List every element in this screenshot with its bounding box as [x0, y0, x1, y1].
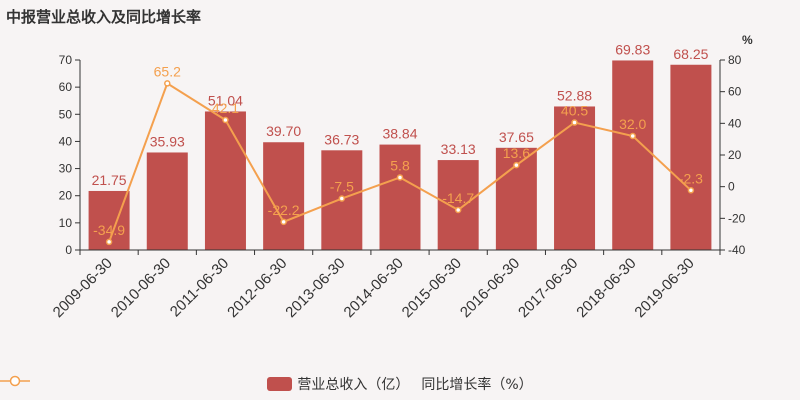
right-axis-unit: %	[742, 33, 753, 47]
growth-value-label: -7.5	[330, 179, 354, 195]
growth-point-2018-06-30	[629, 132, 636, 140]
right-tick-label: 80	[728, 53, 742, 67]
bar-value-label: 33.13	[441, 141, 476, 157]
right-tick-label: 40	[728, 116, 742, 130]
bar-2018-06-30	[612, 60, 654, 251]
right-tick-label: -20	[728, 211, 746, 225]
left-tick-label: 70	[59, 53, 73, 67]
x-tick-label: 2011-06-30	[167, 255, 232, 320]
bar-value-label: 69.83	[615, 41, 650, 57]
growth-point-2019-06-30	[687, 187, 695, 194]
growth-point-2013-06-30	[338, 195, 346, 202]
legend-item-revenue[interactable]: 营业总收入（亿）	[267, 374, 409, 394]
x-tick-label: 2014-06-30	[341, 255, 407, 321]
bar-value-label: 36.73	[324, 131, 359, 147]
bar-2014-06-30	[379, 144, 421, 250]
growth-value-label: 5.8	[390, 157, 410, 173]
left-tick-label: 20	[59, 189, 73, 203]
left-tick-label: 40	[59, 134, 73, 148]
growth-value-label: -22.2	[268, 202, 300, 218]
bar-value-label: 38.84	[382, 126, 417, 142]
x-tick-label: 2015-06-30	[399, 255, 465, 321]
right-tick-label: 20	[728, 148, 742, 162]
bar-value-label: 39.70	[266, 123, 301, 139]
growth-point-2012-06-30	[280, 218, 287, 226]
growth-point-2015-06-30	[454, 206, 462, 214]
bar-value-label: 51.04	[208, 92, 243, 108]
growth-value-label: -34.9	[93, 222, 125, 238]
bar-value-label: 35.93	[150, 133, 185, 149]
left-tick-label: 60	[59, 80, 73, 94]
bar-2017-06-30	[554, 106, 596, 251]
growth-value-label: -2.3	[679, 170, 703, 186]
left-tick-label: 10	[59, 216, 73, 230]
growth-point-2009-06-30	[105, 238, 113, 246]
x-tick-label: 2016-06-30	[457, 255, 523, 321]
bar-2011-06-30	[204, 111, 246, 250]
legend-growth-label: 同比增长率（%）	[421, 377, 533, 393]
left-tick-label: 30	[59, 162, 73, 176]
legend-item-growth[interactable]: 同比增长率（%）	[0, 374, 533, 394]
right-tick-label: 60	[728, 85, 742, 99]
x-tick-label: 2012-06-30	[224, 255, 290, 321]
x-tick-label: 2019-06-30	[631, 255, 697, 321]
growth-value-label: 65.2	[154, 63, 181, 79]
right-tick-label: -40	[728, 243, 746, 257]
growth-value-label: 13.6	[503, 145, 530, 161]
bar-2019-06-30	[670, 64, 712, 250]
legend-bar-swatch	[267, 377, 293, 391]
growth-value-label: 32.0	[619, 116, 646, 132]
growth-point-2017-06-30	[571, 119, 578, 126]
right-tick-label: 0	[728, 180, 735, 194]
bar-value-label: 52.88	[557, 87, 592, 103]
growth-point-2016-06-30	[513, 161, 520, 169]
x-tick-label: 2010-06-30	[108, 255, 174, 321]
legend-line-swatch	[0, 375, 30, 387]
growth-point-2011-06-30	[222, 116, 229, 124]
x-tick-label: 2013-06-30	[282, 255, 348, 321]
bar-value-label: 68.25	[673, 46, 708, 62]
x-tick-label: 2009-06-30	[50, 255, 116, 321]
chart-title: 中报营业总收入及同比增长率	[6, 8, 202, 26]
growth-value-label: 42.1	[212, 100, 239, 116]
left-tick-label: 50	[59, 107, 73, 121]
bar-value-label: 37.65	[499, 129, 534, 145]
growth-value-label: -14.7	[442, 190, 474, 206]
x-tick-label: 2018-06-30	[573, 255, 639, 321]
bar-2015-06-30	[437, 160, 479, 250]
legend-revenue-label: 营业总收入（亿）	[297, 377, 410, 393]
bar-value-label: 21.75	[92, 172, 127, 188]
legend: 营业总收入（亿） 同比增长率（%）	[0, 374, 800, 394]
growth-point-2014-06-30	[396, 174, 404, 181]
growth-point-2010-06-30	[164, 80, 171, 87]
bar-2010-06-30	[146, 152, 188, 250]
growth-value-label: 40.5	[561, 103, 588, 119]
x-tick-label: 2017-06-30	[515, 255, 581, 321]
left-tick-label: 0	[65, 243, 72, 257]
